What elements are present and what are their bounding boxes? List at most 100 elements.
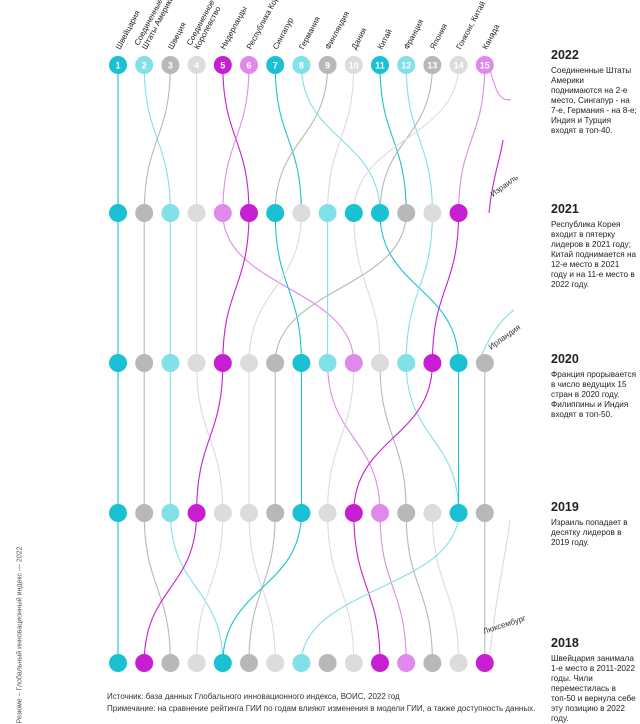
rank-number: 1 [115, 61, 120, 71]
rank-node-2020-6 [240, 354, 258, 372]
rank-line [353, 212, 381, 364]
year-note-2020: 2020 Франция прорывается в число ведущих… [551, 352, 637, 420]
rank-number: 7 [273, 61, 278, 71]
year-description: Франция прорывается в число ведущих 15 с… [551, 370, 637, 419]
rank-line [222, 512, 302, 664]
rank-line [379, 512, 407, 664]
svg-text:Германия: Германия [297, 15, 322, 51]
year-label: 2018 [551, 636, 579, 650]
rank-node-2021-13 [423, 204, 442, 222]
rank-node-2021-10 [344, 204, 363, 222]
rank-node-2018-15 [475, 654, 494, 672]
rank-node-2019-3 [161, 504, 180, 522]
rank-line [274, 212, 407, 364]
year-note-2018: 2018 Швейцария занимала 1-е место в 2011… [551, 636, 637, 724]
rank-node-2022-3 [161, 56, 180, 74]
rank-number: 4 [194, 61, 199, 71]
rank-number: 14 [454, 61, 464, 71]
rank-node-2018-7 [266, 654, 285, 672]
rank-number: 3 [168, 61, 173, 71]
rank-line [274, 212, 302, 364]
rank-node-2022-10 [344, 56, 363, 74]
year-label: 2019 [551, 500, 579, 514]
country-label: Германия [297, 15, 322, 51]
svg-text:Финляндия: Финляндия [323, 10, 351, 51]
rank-line [353, 512, 381, 664]
svg-text:Швеция: Швеция [166, 21, 188, 51]
country-label: Сингапур [271, 16, 295, 51]
rank-line [405, 512, 433, 664]
rank-line [379, 64, 407, 214]
rank-line [248, 212, 302, 364]
svg-text:Канада: Канада [481, 22, 502, 51]
rank-line-edge [488, 139, 504, 214]
rank-node-2019-14 [449, 504, 468, 522]
rank-node-2020-2 [135, 354, 154, 372]
rank-node-2022-7 [266, 56, 285, 74]
rank-node-2021-11 [371, 204, 389, 222]
rank-node-2018-2 [135, 654, 154, 672]
rank-line [143, 512, 171, 664]
rank-line [222, 64, 250, 214]
rank-node-2020-14 [449, 354, 468, 372]
annotation-ireland: Ирландия [487, 323, 522, 352]
rank-node-2022-4 [187, 56, 206, 74]
country-label: Франция [402, 18, 425, 51]
rank-number: 15 [480, 61, 490, 71]
rank-number: 12 [401, 61, 411, 71]
rank-node-2018-9 [318, 654, 337, 672]
rank-node-2018-8 [292, 654, 311, 672]
rank-line [196, 362, 224, 514]
country-label: Нидерланды [219, 5, 249, 51]
svg-text:Китай: Китай [376, 28, 394, 51]
rank-number: 6 [246, 61, 251, 71]
rank-node-2020-11 [371, 354, 389, 372]
country-label: Япония [428, 22, 449, 51]
rank-node-2022-14 [449, 56, 468, 74]
year-label: 2021 [551, 202, 579, 216]
svg-text:Дания: Дания [350, 26, 369, 51]
rank-node-2020-15 [475, 354, 494, 372]
rank-node-2019-7 [266, 504, 285, 522]
rank-node-2021-6 [240, 204, 258, 222]
rank-node-2020-8 [292, 354, 311, 372]
rank-node-2018-14 [449, 654, 468, 672]
rank-line [327, 362, 381, 514]
rank-number: 2 [142, 61, 147, 71]
rank-node-2018-6 [240, 654, 258, 672]
rank-line [143, 64, 171, 214]
rank-number: 8 [299, 61, 304, 71]
rank-number: 11 [375, 61, 385, 71]
rank-node-2022-12 [397, 56, 416, 74]
rank-node-2020-3 [161, 354, 180, 372]
rank-node-2021-14 [449, 204, 468, 222]
rank-node-2019-15 [475, 504, 494, 522]
rank-node-2019-4 [187, 504, 206, 522]
rank-line [431, 512, 460, 664]
rank-node-2019-8 [292, 504, 311, 522]
rank-node-2022-13 [423, 56, 442, 74]
rank-number: 9 [325, 61, 330, 71]
country-label: Дания [350, 26, 369, 51]
rank-line [169, 512, 224, 664]
year-note-2019: 2019 Израиль попадает в десятку лидеров … [551, 500, 637, 548]
rank-node-2018-13 [423, 654, 442, 672]
rank-line-edge [489, 69, 512, 101]
rank-node-2019-9 [318, 504, 337, 522]
rank-node-2019-5 [213, 504, 232, 522]
country-label: Китай [376, 28, 394, 51]
rank-node-2021-3 [161, 204, 180, 222]
rank-node-2022-2 [135, 56, 154, 74]
rank-line [143, 512, 198, 664]
rank-node-2019-6 [240, 504, 258, 522]
rank-node-2019-13 [423, 504, 442, 522]
rank-node-2021-12 [397, 204, 416, 222]
rank-number: 5 [220, 61, 225, 71]
rank-line [196, 512, 224, 664]
rank-nodes: 1 2 3 4 5 6 7 8 9 10 11 12 13 14 15 [109, 56, 494, 672]
rank-node-2019-2 [135, 504, 154, 522]
year-description: Соединенные Штаты Америки поднимаются на… [551, 66, 637, 135]
rank-line [327, 64, 355, 214]
